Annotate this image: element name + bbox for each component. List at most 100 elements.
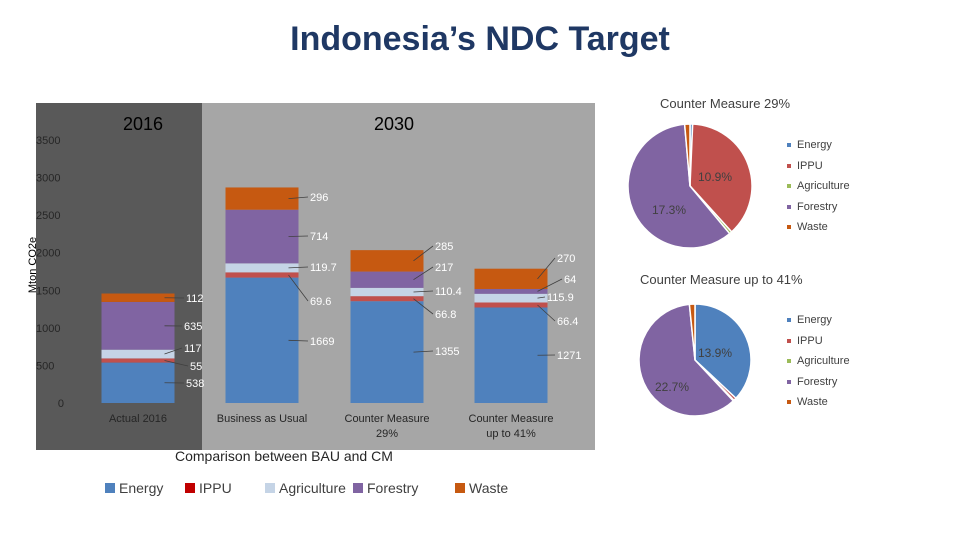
y-tick-label: 2000 — [36, 248, 60, 260]
leader-line — [413, 245, 434, 262]
data-label-energy: 1669 — [310, 336, 334, 348]
legend-swatch — [787, 184, 791, 189]
data-label-waste: 285 — [435, 241, 453, 253]
data-label-energy: 538 — [186, 378, 204, 390]
data-label-forestry: 635 — [184, 321, 202, 333]
legend-label: Forestry — [797, 200, 838, 213]
bar-segment-agriculture — [350, 287, 424, 297]
bar-segment-forestry — [350, 271, 424, 288]
pie2-legend-ippu: IPPU — [787, 331, 850, 352]
pie2-legend-forestry: Forestry — [787, 372, 850, 393]
x-tick-label: Counter Measure — [345, 413, 430, 425]
bar-segment-energy — [350, 301, 424, 403]
legend-label: Waste — [469, 480, 509, 496]
bar-segment-waste — [474, 268, 548, 289]
legend-ippu: IPPU — [185, 480, 265, 496]
legend-swatch — [787, 379, 791, 384]
data-label-ippu: 55 — [190, 361, 202, 373]
pie-slice-ippu — [689, 123, 753, 233]
legend-energy: Energy — [105, 480, 185, 496]
y-tick-label: 3500 — [36, 135, 60, 147]
pie2-title: Counter Measure up to 41% — [640, 272, 803, 287]
legend-label: Energy — [797, 314, 832, 327]
leader-line — [288, 274, 309, 302]
bar-segment-waste — [225, 187, 299, 210]
page-title: Indonesia’s NDC Target — [290, 20, 670, 58]
data-label-forestry: 714 — [310, 231, 328, 243]
pie2-legend-waste: Waste — [787, 392, 850, 413]
legend-swatch — [265, 483, 275, 493]
x-tick-label: Actual 2016 — [109, 413, 167, 425]
y-tick-label: 1500 — [36, 285, 60, 297]
data-label-waste: 112 — [186, 293, 204, 305]
leader-line — [537, 278, 563, 292]
bar-segment-energy — [474, 307, 548, 403]
pie-slice-energy — [694, 303, 752, 400]
data-label-agriculture: 119.7 — [310, 262, 337, 274]
y-tick-label: 2500 — [36, 210, 60, 222]
pie1-legend-ippu: IPPU — [787, 156, 850, 177]
bar-segment-waste — [101, 293, 175, 302]
bar-segment-agriculture — [101, 349, 175, 359]
legend-label: Agriculture — [797, 355, 850, 368]
leader-line — [164, 347, 183, 355]
period-label-2030: 2030 — [374, 114, 414, 134]
y-tick-label: 1000 — [36, 323, 60, 335]
bar-segment-energy — [101, 362, 175, 403]
legend-swatch — [787, 204, 791, 209]
legend-swatch — [787, 338, 791, 343]
leader-line — [537, 304, 556, 322]
legend-swatch — [787, 225, 791, 230]
bar-chart-title: Comparison between BAU and CM — [175, 448, 393, 464]
leader-line — [413, 298, 434, 315]
legend-swatch — [353, 483, 363, 493]
bar-segment-agriculture — [474, 293, 548, 303]
leader-line — [413, 290, 434, 293]
legend-forestry: Forestry — [353, 480, 455, 496]
legend-label: Forestry — [797, 375, 838, 388]
bar-segment-ippu — [350, 296, 424, 302]
leader-line — [537, 296, 546, 299]
pie-data-label: 17.3% — [652, 203, 686, 217]
legend-label: Agriculture — [279, 480, 346, 496]
data-label-ippu: 66.8 — [435, 309, 456, 321]
pie-data-label: 22.7% — [655, 380, 689, 394]
x-tick-label: Business as Usual — [217, 413, 308, 425]
data-label-ippu: 66.4 — [557, 316, 578, 328]
legend-label: IPPU — [199, 480, 232, 496]
legend-swatch — [787, 359, 791, 364]
y-tick-label: 0 — [58, 398, 64, 410]
legend-agriculture: Agriculture — [265, 480, 353, 496]
data-label-forestry: 64 — [564, 274, 576, 286]
pie2-legend-energy: Energy — [787, 310, 850, 331]
leader-line — [413, 350, 434, 353]
pie2-legend: Energy IPPU Agriculture Forestry Waste — [787, 310, 850, 413]
legend-swatch — [787, 318, 791, 323]
legend-swatch — [787, 400, 791, 405]
bar-segment-forestry — [101, 301, 175, 350]
pie1-legend-forestry: Forestry — [787, 197, 850, 218]
legend-label: IPPU — [797, 159, 823, 172]
data-label-waste: 296 — [310, 192, 328, 204]
legend-label: Waste — [797, 396, 828, 409]
legend-label: Agriculture — [797, 180, 850, 193]
bar-segment-ippu — [474, 302, 548, 308]
pie1-legend-energy: Energy — [787, 135, 850, 156]
pie-slice-waste — [688, 303, 696, 361]
legend-label: Energy — [797, 139, 832, 152]
legend-label: IPPU — [797, 334, 823, 347]
x-tick-label: 29% — [376, 428, 398, 440]
pie1-legend: Energy IPPU Agriculture Forestry Waste — [787, 135, 850, 238]
pie1-legend-agriculture: Agriculture — [787, 176, 850, 197]
data-label-ippu: 69.6 — [310, 296, 331, 308]
data-label-energy: 1271 — [557, 350, 581, 362]
period-label-2016: 2016 — [123, 114, 163, 134]
legend-waste: Waste — [455, 480, 508, 496]
data-label-waste: 270 — [557, 253, 575, 265]
leader-line — [537, 257, 556, 280]
pie-data-label: 10.9% — [698, 170, 732, 184]
x-tick-label: up to 41% — [486, 428, 536, 440]
pie1-legend-waste: Waste — [787, 217, 850, 238]
legend-label: Waste — [797, 221, 828, 234]
